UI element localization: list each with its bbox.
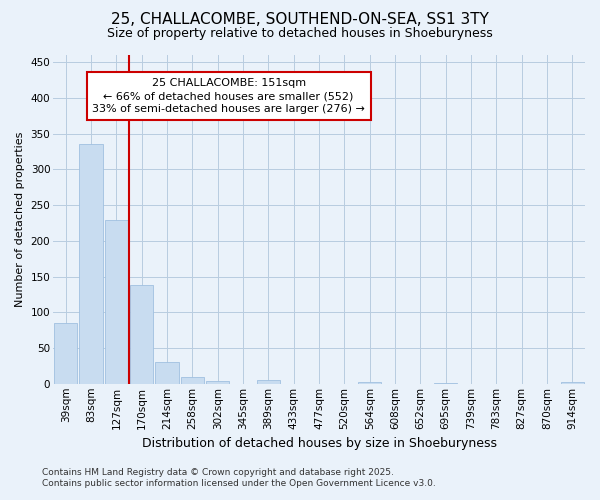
Text: 25 CHALLACOMBE: 151sqm
← 66% of detached houses are smaller (552)
33% of semi-de: 25 CHALLACOMBE: 151sqm ← 66% of detached… (92, 78, 365, 114)
Bar (181, 376, 204, 384)
Bar (54, 323, 77, 384)
Bar (358, 382, 382, 384)
Bar (130, 285, 154, 384)
Bar (434, 383, 457, 384)
Text: 25, CHALLACOMBE, SOUTHEND-ON-SEA, SS1 3TY: 25, CHALLACOMBE, SOUTHEND-ON-SEA, SS1 3T… (111, 12, 489, 28)
Bar (105, 220, 128, 384)
Bar (155, 362, 179, 384)
X-axis label: Distribution of detached houses by size in Shoeburyness: Distribution of detached houses by size … (142, 437, 497, 450)
Text: Size of property relative to detached houses in Shoeburyness: Size of property relative to detached ho… (107, 28, 493, 40)
Y-axis label: Number of detached properties: Number of detached properties (15, 132, 25, 307)
Bar (257, 380, 280, 384)
Text: Contains HM Land Registry data © Crown copyright and database right 2025.
Contai: Contains HM Land Registry data © Crown c… (42, 468, 436, 487)
Bar (560, 382, 584, 384)
Bar (206, 381, 229, 384)
Bar (79, 144, 103, 384)
